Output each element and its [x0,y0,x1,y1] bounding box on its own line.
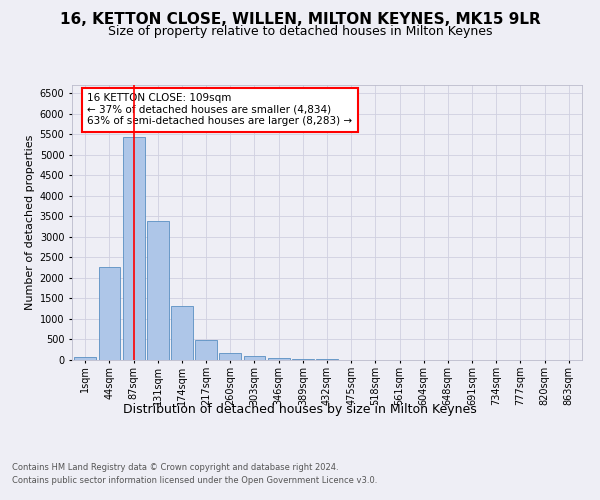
Bar [98,267,121,360]
Text: Contains HM Land Registry data © Crown copyright and database right 2024.: Contains HM Land Registry data © Crown c… [12,462,338,471]
Bar [292,358,314,360]
Bar [316,359,338,360]
Bar [74,357,96,360]
Bar [244,356,265,360]
Bar [123,137,145,360]
Bar [220,354,241,360]
Text: Contains public sector information licensed under the Open Government Licence v3: Contains public sector information licen… [12,476,377,485]
Bar [268,358,290,360]
Bar [171,306,193,360]
Text: Size of property relative to detached houses in Milton Keynes: Size of property relative to detached ho… [108,25,492,38]
Text: 16 KETTON CLOSE: 109sqm
← 37% of detached houses are smaller (4,834)
63% of semi: 16 KETTON CLOSE: 109sqm ← 37% of detache… [88,93,352,126]
Bar [147,222,169,360]
Bar [195,340,217,360]
Text: Distribution of detached houses by size in Milton Keynes: Distribution of detached houses by size … [123,402,477,415]
Text: 16, KETTON CLOSE, WILLEN, MILTON KEYNES, MK15 9LR: 16, KETTON CLOSE, WILLEN, MILTON KEYNES,… [59,12,541,28]
Y-axis label: Number of detached properties: Number of detached properties [25,135,35,310]
